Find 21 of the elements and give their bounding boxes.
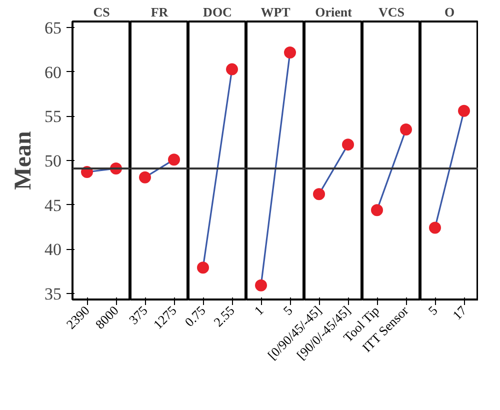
- y-tick-label: 35: [44, 284, 62, 304]
- chart-title: Orient: [315, 4, 353, 20]
- chart-title: FR: [150, 4, 169, 20]
- x-tick-label: 17: [450, 302, 470, 323]
- y-tick-label: 50: [44, 152, 62, 170]
- y-axis-title: Mean: [10, 131, 36, 190]
- x-tick-label: 0.75: [182, 302, 208, 330]
- x-tick-label: 5: [425, 302, 440, 318]
- chart-title: O: [444, 4, 455, 20]
- chart-title: VCS: [378, 4, 405, 20]
- y-tick-label: 60: [44, 62, 62, 82]
- y-tick-label: 40: [44, 240, 62, 260]
- y-tick-label: 45: [44, 196, 62, 215]
- y-tick-label: 55: [44, 107, 62, 126]
- x-tick-label: 1: [251, 302, 266, 318]
- x-tick-label: 2.55: [210, 302, 238, 330]
- chart-title: WPT: [260, 4, 291, 20]
- y-tick-label: 65: [44, 18, 62, 38]
- chart-title: DOC: [203, 4, 232, 20]
- x-tick-label: 375: [126, 302, 150, 328]
- chart-title: CS: [93, 4, 110, 20]
